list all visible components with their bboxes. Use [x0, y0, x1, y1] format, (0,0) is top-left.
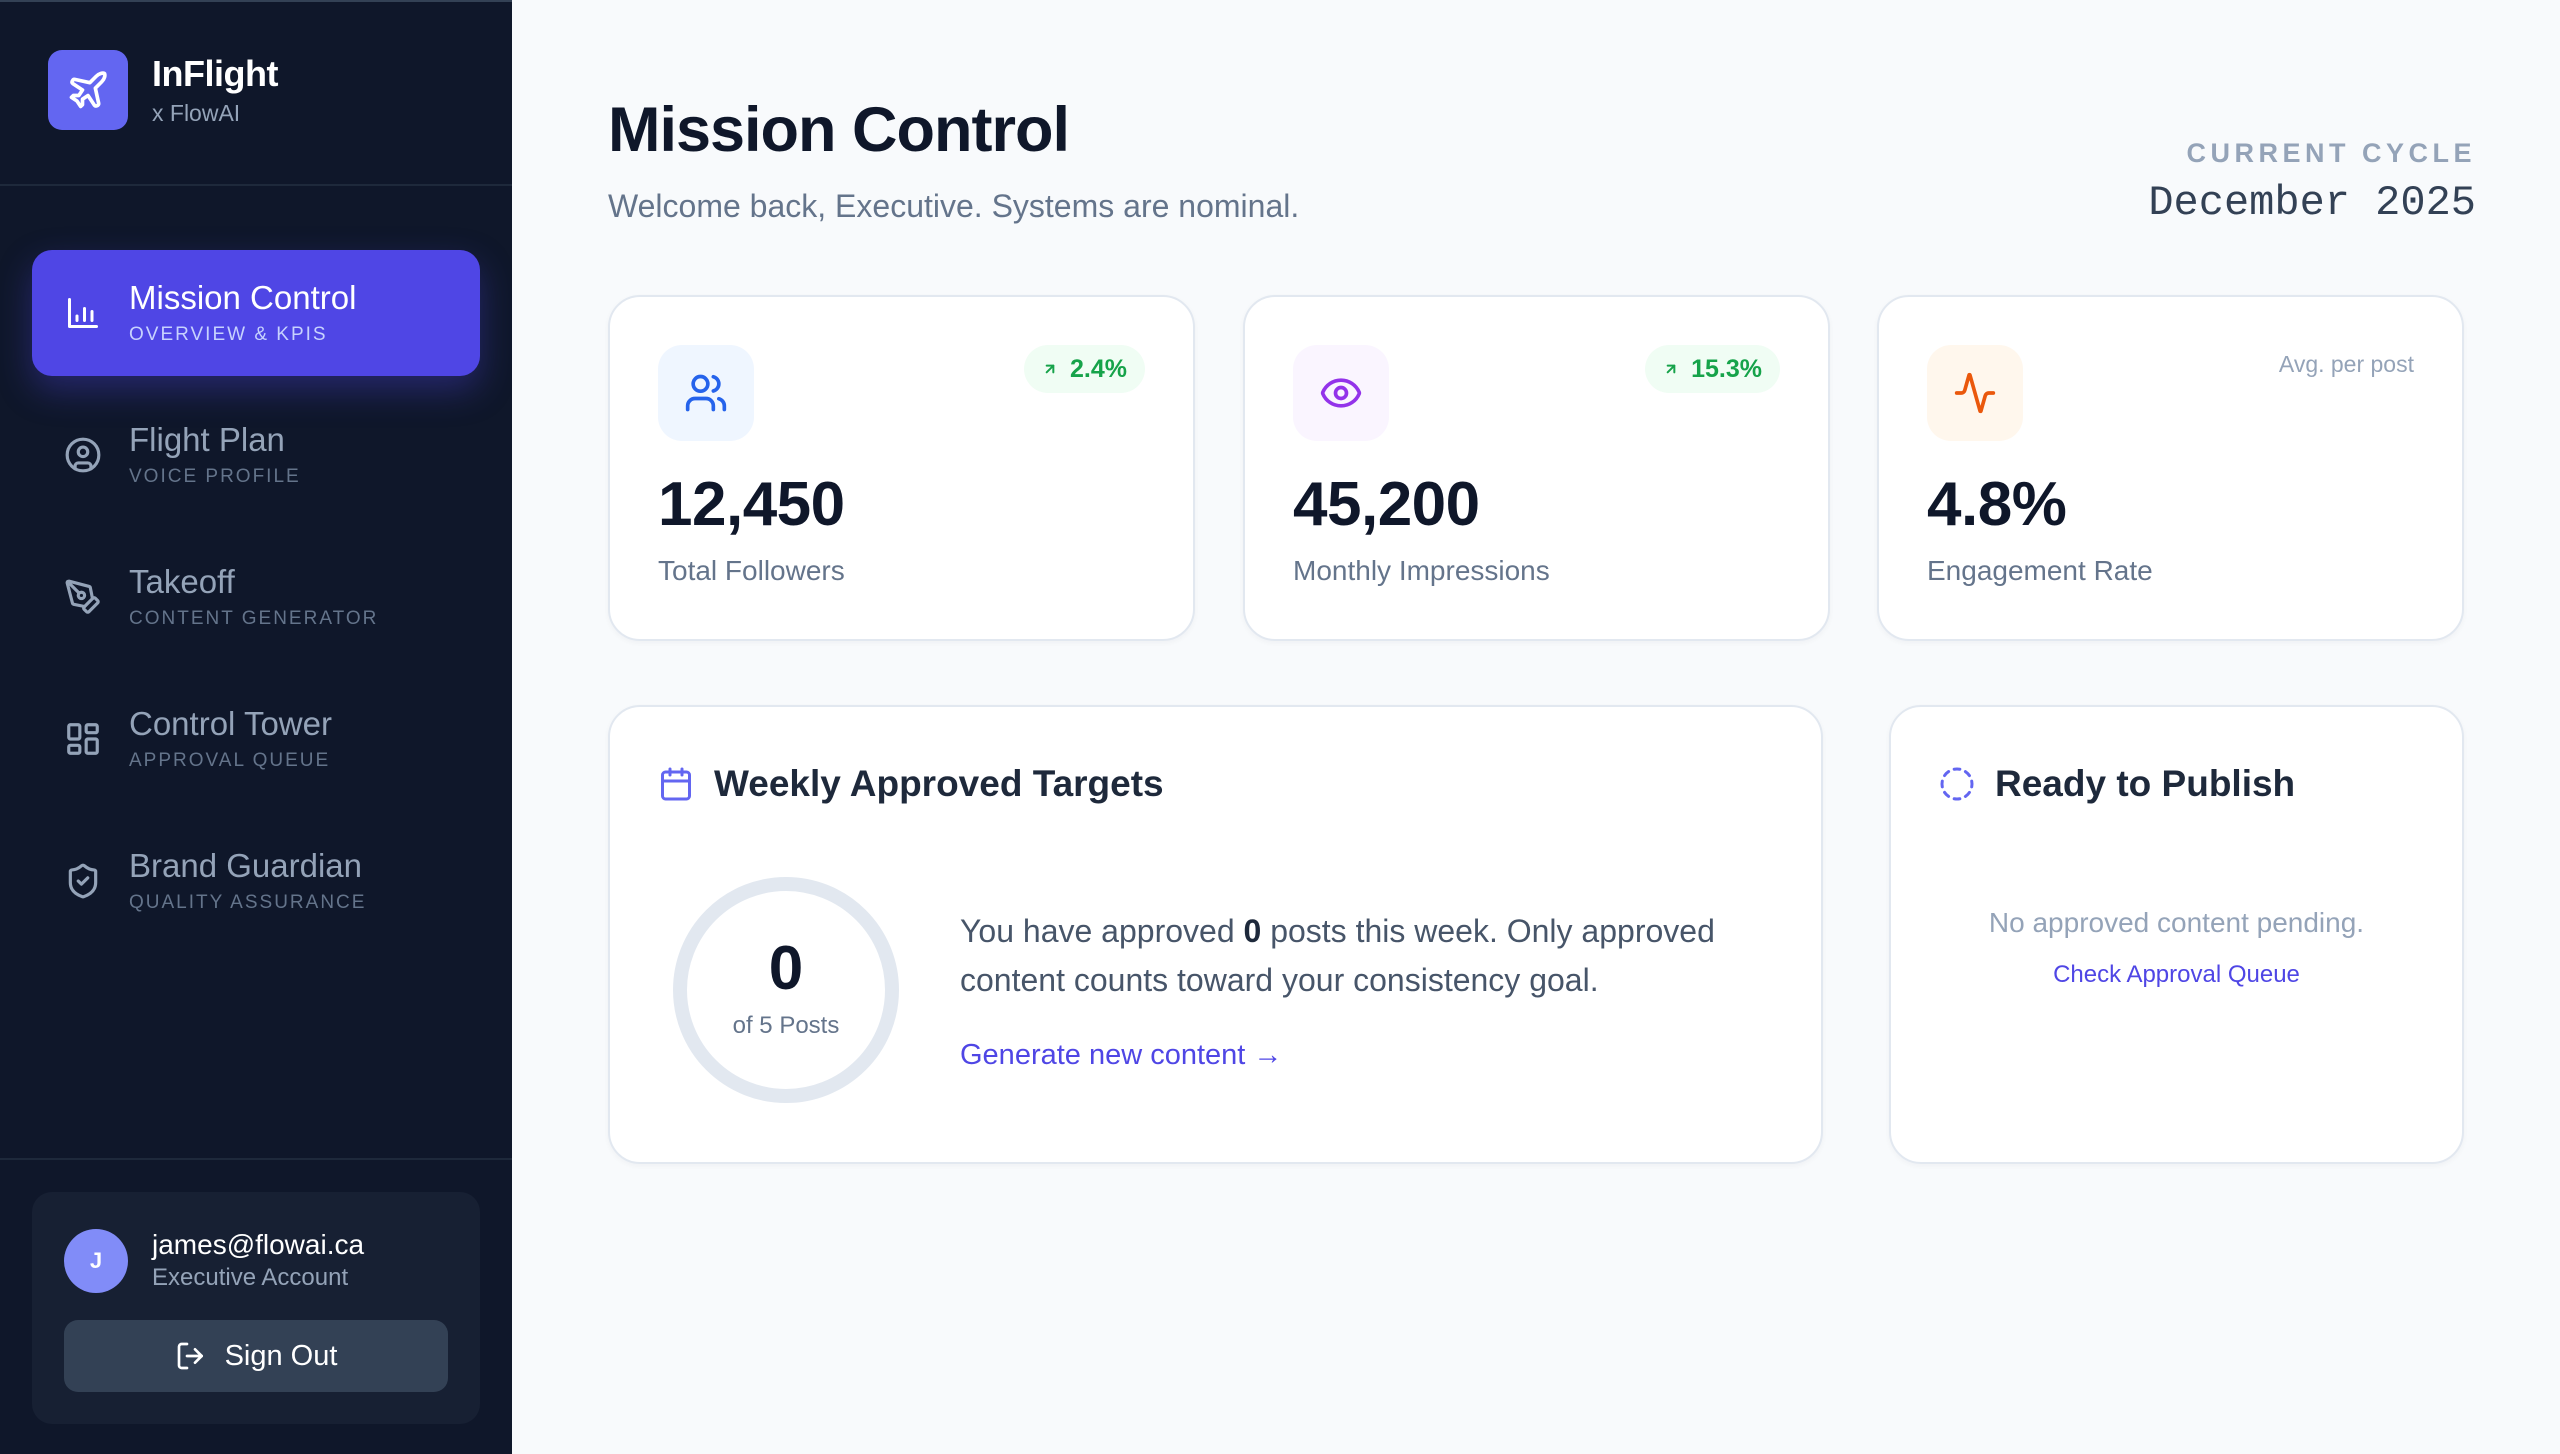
- arrow-up-right-icon: [1663, 361, 1679, 377]
- sidebar-item-label: Brand Guardian: [129, 847, 362, 884]
- main-content: Mission Control Welcome back, Executive.…: [512, 0, 2560, 1454]
- approved-count: 0: [768, 934, 804, 1003]
- kpi-label: Monthly Impressions: [1293, 555, 1550, 586]
- sidebar-item-control-tower[interactable]: Control Tower APPROVAL QUEUE: [32, 676, 480, 802]
- sidebar-divider: [0, 184, 512, 186]
- page-title: Mission Control: [608, 95, 1070, 165]
- brand-title: InFlight: [152, 53, 278, 94]
- weekly-message: You have approved 0 posts this week. Onl…: [960, 913, 1715, 998]
- sidebar-item-takeoff[interactable]: Takeoff CONTENT GENERATOR: [32, 534, 480, 660]
- current-cycle: CURRENT CYCLE December 2025: [2148, 136, 2476, 228]
- kpi-card-engagement: Avg. per post 4.8% Engagement Rate: [1877, 295, 2464, 641]
- brand-subtitle: x FlowAI: [152, 100, 241, 126]
- kpi-label: Engagement Rate: [1927, 555, 2153, 586]
- sidebar-item-sublabel: OVERVIEW & KPIS: [129, 324, 328, 345]
- sidebar-item-label: Takeoff: [129, 563, 235, 600]
- kpi-card-followers: 2.4% 12,450 Total Followers: [608, 295, 1195, 641]
- progress-ring: 0 of 5 Posts: [673, 877, 899, 1103]
- trend-value: 15.3%: [1691, 354, 1762, 383]
- sidebar-nav: Mission Control OVERVIEW & KPIS Flight P…: [32, 250, 480, 960]
- check-approval-queue-link[interactable]: Check Approval Queue: [2053, 961, 2300, 988]
- kpi-value: 12,450: [658, 470, 845, 539]
- sidebar-item-label: Mission Control: [129, 279, 357, 316]
- arrow-up-right-icon: [1042, 361, 1058, 377]
- trend-badge: 15.3%: [1645, 345, 1780, 393]
- panel-title-text: Ready to Publish: [1995, 763, 2296, 804]
- sidebar-item-sublabel: VOICE PROFILE: [129, 466, 301, 487]
- sidebar-item-flight-plan[interactable]: Flight Plan VOICE PROFILE: [32, 392, 480, 518]
- kpi-value: 4.8%: [1927, 470, 2067, 539]
- kpi-value: 45,200: [1293, 470, 1480, 539]
- trend-value: 2.4%: [1070, 354, 1127, 383]
- approved-goal: of 5 Posts: [732, 1012, 840, 1039]
- airplane-icon: [69, 71, 107, 109]
- sidebar-item-brand-guardian[interactable]: Brand Guardian QUALITY ASSURANCE: [32, 818, 480, 944]
- kpi-icon-box: [1927, 345, 2023, 441]
- kpi-icon-box: [658, 345, 754, 441]
- generate-content-link[interactable]: Generate new content →: [960, 1039, 1283, 1071]
- sidebar-item-label: Control Tower: [129, 705, 332, 742]
- eye-icon: [1320, 378, 1362, 408]
- weekly-targets-panel: Weekly Approved Targets 0 of 5 Posts You…: [608, 705, 1823, 1164]
- cycle-value: December 2025: [2148, 179, 2476, 227]
- panel-title: Weekly Approved Targets: [658, 761, 1164, 807]
- ready-to-publish-panel: Ready to Publish No approved content pen…: [1889, 705, 2464, 1164]
- sidebar-footer-divider: [0, 1158, 512, 1160]
- kpi-icon-box: [1293, 345, 1389, 441]
- sidebar-item-sublabel: APPROVAL QUEUE: [129, 750, 331, 771]
- bar-chart-icon: [64, 294, 102, 332]
- brand[interactable]: InFlight x FlowAI: [48, 50, 278, 130]
- kpi-note: Avg. per post: [2278, 351, 2414, 377]
- layout-dashboard-icon: [64, 720, 102, 758]
- panel-title-text: Weekly Approved Targets: [714, 763, 1164, 804]
- panel-title: Ready to Publish: [1939, 761, 2295, 807]
- sidebar-item-label: Flight Plan: [129, 421, 285, 458]
- user-role: Executive Account: [152, 1264, 349, 1291]
- calendar-icon: [658, 766, 694, 802]
- activity-icon: [1954, 372, 1996, 414]
- user-circle-icon: [64, 436, 102, 474]
- sidebar-item-sublabel: CONTENT GENERATOR: [129, 608, 379, 629]
- sidebar-item-sublabel: QUALITY ASSURANCE: [129, 892, 367, 913]
- sidebar: InFlight x FlowAI Mission Control OVERVI…: [0, 0, 512, 1454]
- pen-tool-icon: [64, 578, 102, 616]
- cycle-label: CURRENT CYCLE: [2186, 138, 2476, 168]
- page-subtitle: Welcome back, Executive. Systems are nom…: [608, 188, 1300, 224]
- trend-badge: 2.4%: [1024, 345, 1145, 393]
- kpi-label: Total Followers: [658, 555, 845, 586]
- empty-state-message: No approved content pending.: [1988, 907, 2365, 938]
- sidebar-item-mission-control[interactable]: Mission Control OVERVIEW & KPIS: [32, 250, 480, 376]
- user-card: J james@flowai.ca Executive Account Sign…: [32, 1192, 480, 1424]
- log-out-icon: [175, 1340, 207, 1372]
- users-icon: [685, 374, 727, 412]
- loader-dashed-circle-icon: [1939, 766, 1975, 802]
- user-email: james@flowai.ca: [152, 1229, 365, 1260]
- sign-out-label: Sign Out: [224, 1339, 338, 1372]
- sign-out-button[interactable]: Sign Out: [64, 1320, 448, 1392]
- shield-check-icon: [64, 862, 102, 900]
- avatar[interactable]: J: [64, 1229, 128, 1293]
- weekly-message-count: 0: [1243, 913, 1262, 949]
- kpi-card-impressions: 15.3% 45,200 Monthly Impressions: [1243, 295, 1830, 641]
- brand-logo: [48, 50, 128, 130]
